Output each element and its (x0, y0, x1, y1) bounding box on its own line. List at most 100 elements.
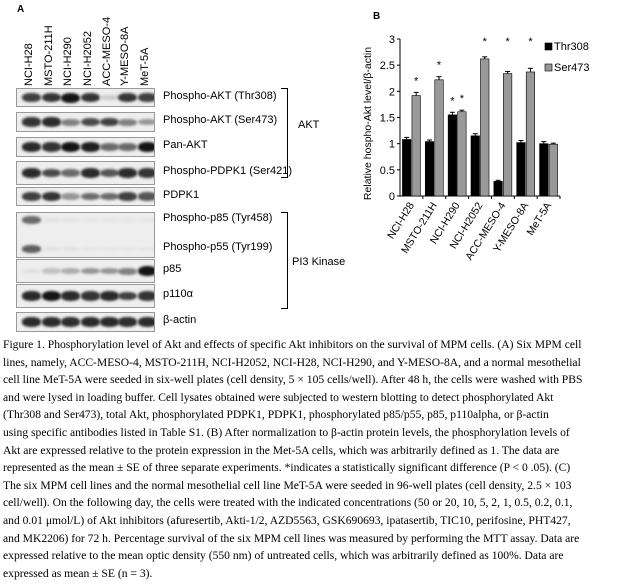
bar-ser473 (548, 143, 558, 197)
blot-band (61, 268, 80, 274)
y-tick-label: 0.5 (380, 165, 395, 177)
blot-band (42, 117, 61, 127)
caption-line: and 0.01 μmol/L) of Akt inhibitors (afur… (3, 513, 571, 527)
panel-a-letter: A (17, 4, 25, 15)
blot-band (61, 142, 80, 152)
blot-band (81, 246, 100, 252)
blot-label: β-actin (163, 314, 197, 326)
y-tick-label: 3 (389, 34, 395, 46)
blot-band (81, 117, 100, 127)
blot-band (118, 192, 137, 201)
blot-label: p85 (163, 263, 182, 275)
significance-star: * (483, 36, 488, 48)
blot-strip (16, 137, 155, 157)
caption-line: cell line MeT-5A were seeded in six-well… (3, 373, 583, 387)
blot-band (118, 246, 137, 252)
bar-thr308 (539, 143, 549, 197)
akt-group-label: AKT (298, 119, 320, 131)
blot-label: Phospho-PDPK1 (Ser421) (163, 165, 293, 177)
bar-ser473 (480, 58, 490, 197)
blot-band (118, 92, 137, 103)
blot-band (118, 168, 137, 178)
blot-band (42, 246, 61, 252)
blot-band (118, 143, 137, 151)
blot-band (138, 93, 154, 102)
akt-bracket (281, 88, 288, 178)
caption-line: Figure 1. Phosphorylation level of Akt a… (3, 338, 582, 351)
caption-line: represented as the mean ± SE of three se… (3, 461, 571, 475)
blot-label: Phospho-AKT (Ser473) (163, 114, 278, 126)
blot-label: Pan-AKT (163, 139, 208, 151)
blot-band (118, 291, 137, 301)
bar-thr308 (447, 114, 457, 197)
blot-band (42, 268, 61, 274)
blot-label: PDPK1 (163, 188, 200, 201)
legend-swatch (544, 63, 553, 72)
significance-star: * (437, 60, 442, 72)
blot-band (22, 192, 41, 201)
blot-band (100, 267, 119, 275)
blot-band (42, 291, 61, 301)
blot-band (61, 118, 80, 126)
blot-band (100, 117, 119, 127)
blot-band (138, 291, 154, 301)
blot-band (61, 317, 80, 327)
lane-label: ACC-MESO-4 (101, 16, 113, 86)
caption-line: The six MPM cell lines and the normal me… (3, 478, 572, 492)
significance-star: * (414, 75, 419, 87)
legend-swatch (544, 42, 553, 51)
blot-band (100, 246, 119, 252)
bar-thr308 (424, 141, 435, 197)
blot-band (81, 317, 100, 327)
caption-line: Akt are expressed relative to the protei… (3, 443, 560, 457)
bar-thr308 (516, 142, 526, 197)
blot-band (22, 268, 41, 274)
blot-band (100, 168, 119, 178)
blot-band (42, 168, 61, 178)
y-axis-label: Relative hospho-Akt level/β-actin (362, 47, 374, 200)
blot-strip (16, 88, 155, 107)
bar-thr308 (493, 181, 503, 197)
bar-ser473 (457, 111, 467, 197)
blot-label: Phospho-AKT (Thr308) (163, 89, 277, 102)
lane-label: MSTO-211H (43, 25, 55, 86)
bar-ser473 (411, 95, 421, 197)
blot-band (42, 217, 61, 223)
blot-band (22, 117, 41, 127)
bar-chart: B 0 0.5 1 1.5 2 2.5 3 Relative hospho-Akt level/… (362, 11, 589, 263)
significance-star: * (505, 36, 510, 48)
blot-band (42, 317, 61, 327)
blot-band (138, 142, 154, 152)
blot-strip (16, 284, 155, 308)
y-tick-label: 2.5 (380, 60, 395, 72)
blot-band (61, 169, 80, 177)
significance-star: * (528, 36, 533, 48)
blot-band (81, 92, 100, 103)
blot-band (138, 246, 154, 252)
blot-band (22, 93, 41, 102)
y-tick-label: 1 (389, 139, 395, 151)
blot-band (42, 92, 61, 103)
bar-thr308 (402, 139, 412, 197)
blot-band (81, 168, 100, 178)
panel-b-letter: B (373, 11, 380, 22)
lane-label: NCI-H290 (62, 37, 74, 86)
blot-band (138, 266, 154, 276)
pi3k-bracket (281, 212, 288, 309)
legend-label: Ser473 (554, 62, 589, 74)
blot-band (100, 317, 119, 327)
blot-band (22, 216, 41, 224)
significance-star: * (460, 93, 465, 105)
caption-line: lines, namely, ACC-MESO-4, MSTO-211H, NC… (3, 355, 581, 369)
caption-line: and were lysed in loading buffer. Cell l… (3, 390, 554, 404)
blot-band (138, 192, 154, 201)
blot-band (118, 267, 137, 275)
figure-caption: Figure 1. Phosphorylation level of Akt a… (3, 336, 619, 582)
y-tick-label: 1.5 (380, 113, 395, 125)
bar-ser473 (525, 71, 536, 197)
blot-label: p110α (163, 288, 194, 300)
lane-label: MeT-5A (139, 47, 151, 86)
caption-line: using specific antibodies listed in Tabl… (3, 425, 570, 439)
blot-band (138, 217, 154, 223)
